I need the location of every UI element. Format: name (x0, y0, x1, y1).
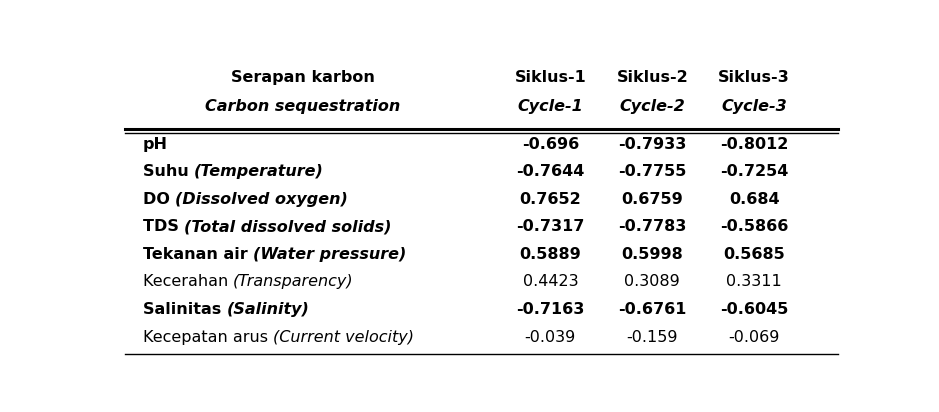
Text: -0.159: -0.159 (626, 330, 678, 344)
Text: Tekanan air: Tekanan air (143, 247, 254, 262)
Text: 0.3089: 0.3089 (624, 274, 680, 289)
Text: 0.5889: 0.5889 (519, 247, 581, 262)
Text: Cycle-2: Cycle-2 (620, 99, 685, 114)
Text: (Water pressure): (Water pressure) (254, 247, 407, 262)
Text: -0.6761: -0.6761 (618, 302, 686, 317)
Text: -0.696: -0.696 (522, 137, 579, 152)
Text: pH: pH (143, 137, 168, 152)
Text: 0.684: 0.684 (729, 192, 779, 207)
Text: -0.7254: -0.7254 (720, 164, 789, 179)
Text: 0.5685: 0.5685 (723, 247, 785, 262)
Text: 0.3311: 0.3311 (726, 274, 782, 289)
Text: Salinitas: Salinitas (143, 302, 226, 317)
Text: -0.7644: -0.7644 (516, 164, 585, 179)
Text: 0.5998: 0.5998 (622, 247, 684, 262)
Text: (Dissolved oxygen): (Dissolved oxygen) (176, 192, 348, 207)
Text: Siklus-1: Siklus-1 (515, 70, 586, 85)
Text: (Transparency): (Transparency) (233, 274, 354, 289)
Text: -0.8012: -0.8012 (720, 137, 789, 152)
Text: Serapan karbon: Serapan karbon (231, 70, 375, 85)
Text: (Total dissolved solids): (Total dissolved solids) (184, 219, 392, 234)
Text: 0.6759: 0.6759 (622, 192, 684, 207)
Text: -0.039: -0.039 (525, 330, 576, 344)
Text: -0.7317: -0.7317 (516, 219, 585, 234)
Text: Cycle-3: Cycle-3 (721, 99, 787, 114)
Text: TDS: TDS (143, 219, 184, 234)
Text: DO: DO (143, 192, 176, 207)
Text: (Temperature): (Temperature) (194, 164, 324, 179)
Text: Siklus-3: Siklus-3 (718, 70, 790, 85)
Text: -0.7933: -0.7933 (618, 137, 686, 152)
Text: -0.069: -0.069 (729, 330, 779, 344)
Text: 0.4423: 0.4423 (523, 274, 578, 289)
Text: Carbon sequestration: Carbon sequestration (206, 99, 401, 114)
Text: -0.7163: -0.7163 (516, 302, 585, 317)
Text: -0.5866: -0.5866 (720, 219, 789, 234)
Text: -0.7755: -0.7755 (618, 164, 686, 179)
Text: (Current velocity): (Current velocity) (273, 330, 414, 344)
Text: -0.6045: -0.6045 (720, 302, 789, 317)
Text: (Salinity): (Salinity) (226, 302, 310, 317)
Text: Cycle-1: Cycle-1 (517, 99, 583, 114)
Text: Kecerahan: Kecerahan (143, 274, 233, 289)
Text: 0.7652: 0.7652 (519, 192, 581, 207)
Text: Kecepatan arus: Kecepatan arus (143, 330, 273, 344)
Text: Suhu: Suhu (143, 164, 194, 179)
Text: Siklus-2: Siklus-2 (616, 70, 688, 85)
Text: -0.7783: -0.7783 (618, 219, 686, 234)
